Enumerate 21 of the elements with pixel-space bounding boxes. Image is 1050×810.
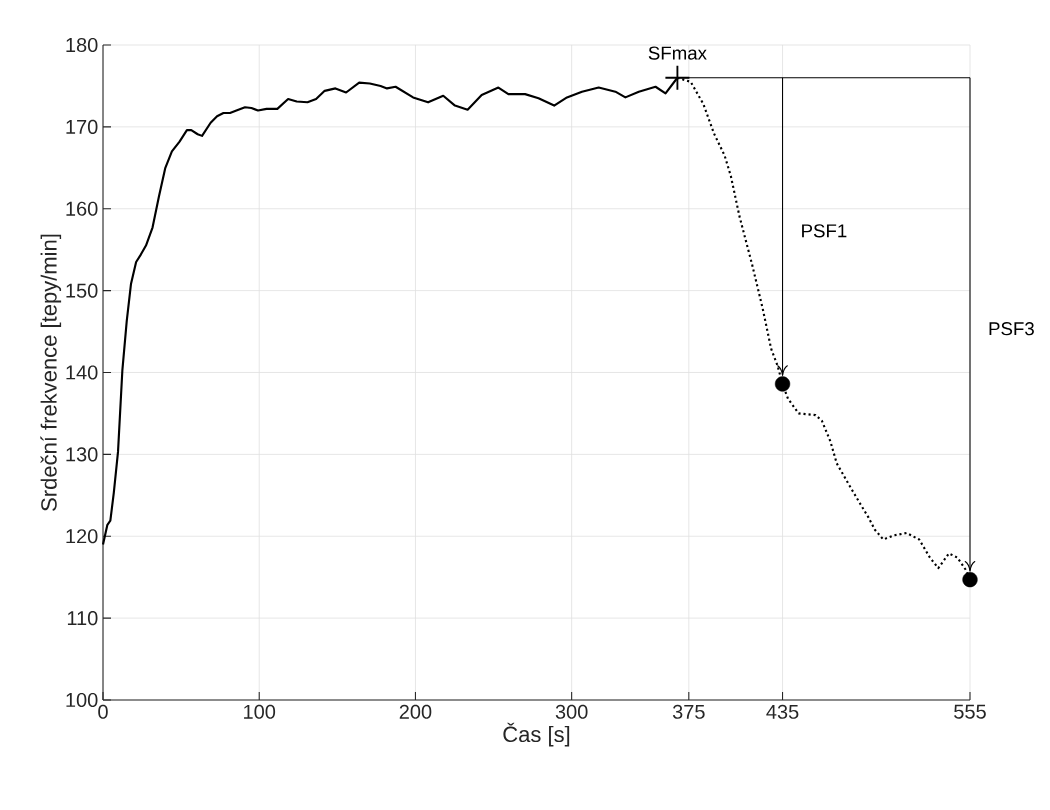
y-tick-label: 150 [66, 283, 98, 298]
text: PSF3 [989, 322, 1034, 336]
y-tick-label: 110 [67, 611, 98, 626]
y-tick-label: 100 [66, 692, 98, 708]
x-tick-label: 375 [672, 704, 705, 719]
annotation: PSF1 [802, 224, 847, 238]
x-tick-label: 200 [399, 704, 432, 719]
y-axis-title: Srdeční frekvence [tepy/min] [40, 234, 62, 511]
x-tick-label: 555 [954, 704, 986, 719]
x-axis-title: Čas [s] [503, 722, 570, 747]
x-tick-label: 0 [98, 704, 108, 719]
y-tick-label: 170 [66, 119, 98, 134]
annotation: SFmax [648, 46, 707, 60]
y-tick-label: 120 [66, 529, 98, 544]
x-tick-label: 100 [244, 704, 276, 719]
x-tick-label: 435 [766, 704, 799, 719]
y-tick-label: 160 [66, 201, 98, 216]
y-tick-label: 130 [66, 447, 98, 462]
y-tick-label: 140 [66, 365, 98, 380]
x-tick-label: 300 [555, 704, 588, 719]
y-tick-label: 180 [66, 37, 98, 53]
